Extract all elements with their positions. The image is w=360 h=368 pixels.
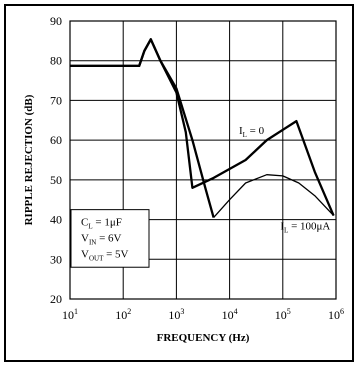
y-axis-label: RIPPLE REJECTION (dB) — [23, 94, 35, 225]
plot-border — [69, 20, 337, 300]
y-tick-label: 40 — [50, 213, 62, 227]
y-tick-label: 20 — [50, 292, 62, 306]
y-tick-label: 60 — [50, 133, 62, 147]
x-tick-label: 102 — [115, 307, 131, 322]
x-tick-label: 106 — [328, 307, 344, 322]
chart-frame: 20 30 40 50 60 70 80 90 101 102 103 104 105 106 IL = … — [4, 4, 354, 362]
conditions-box — [70, 209, 150, 268]
annotations: CL = 1μF VIN = 6V VOUT = 5V — [70, 209, 150, 268]
y-tick-label: 80 — [50, 54, 62, 68]
condition-label: VOUT = 5V — [81, 249, 129, 263]
y-tick-label: 90 — [50, 14, 62, 28]
y-tick-label: 70 — [50, 93, 62, 107]
x-tick-label: 103 — [168, 307, 184, 322]
series-line-2 — [213, 174, 335, 219]
series-layer: IL = 0 IL = 100μA — [70, 38, 335, 235]
x-tick-label: 105 — [275, 307, 291, 322]
series-label-0: IL = 0 — [239, 125, 265, 139]
condition-label: CL = 1μF — [81, 217, 122, 231]
x-tick-label: 104 — [222, 307, 238, 322]
ripple-rejection-chart: 20 30 40 50 60 70 80 90 101 102 103 104 105 106 IL = … — [23, 14, 344, 344]
x-tick-label: 101 — [62, 307, 78, 322]
tick-labels: 20 30 40 50 60 70 80 90 101 102 103 104 105 106 — [50, 14, 344, 322]
series-label-1: IL = 100μA — [280, 221, 330, 235]
series-line-1 — [70, 38, 215, 218]
x-axis-label: FREQUENCY (Hz) — [157, 332, 250, 344]
y-tick-label: 50 — [50, 173, 62, 187]
y-tick-label: 30 — [50, 252, 62, 266]
condition-label: VIN = 6V — [81, 233, 122, 247]
